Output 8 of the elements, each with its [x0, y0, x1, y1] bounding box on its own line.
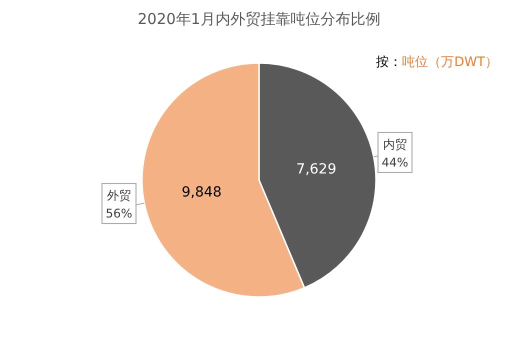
text: 56%: [106, 206, 132, 221]
slice-label: 内贸: [383, 137, 407, 152]
text: 按：吨位（万DWT）: [376, 55, 498, 70]
title: 2020年1月内外贸挂靠吨位分布比例: [138, 10, 380, 28]
data-label: 9,848: [182, 184, 222, 201]
data-label: 7,629: [296, 161, 336, 178]
slice-label: 外贸: [107, 188, 131, 203]
text: 44%: [382, 155, 408, 170]
